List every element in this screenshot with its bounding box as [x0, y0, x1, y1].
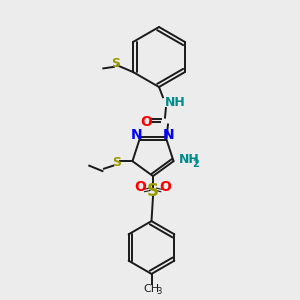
Text: 3: 3 — [156, 287, 161, 296]
Text: O: O — [140, 116, 152, 129]
Text: O: O — [159, 180, 171, 194]
Text: NH: NH — [164, 96, 185, 109]
Text: N: N — [131, 128, 142, 142]
Text: S: S — [111, 57, 120, 70]
Text: 2: 2 — [192, 159, 199, 169]
Text: N: N — [163, 128, 175, 142]
Text: S: S — [112, 156, 121, 169]
Text: O: O — [134, 180, 146, 194]
Text: NH: NH — [179, 153, 200, 166]
Text: CH: CH — [143, 284, 160, 294]
Text: S: S — [147, 182, 159, 200]
